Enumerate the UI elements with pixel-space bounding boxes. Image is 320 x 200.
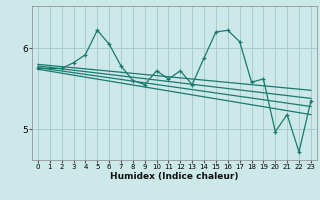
X-axis label: Humidex (Indice chaleur): Humidex (Indice chaleur) xyxy=(110,172,239,181)
